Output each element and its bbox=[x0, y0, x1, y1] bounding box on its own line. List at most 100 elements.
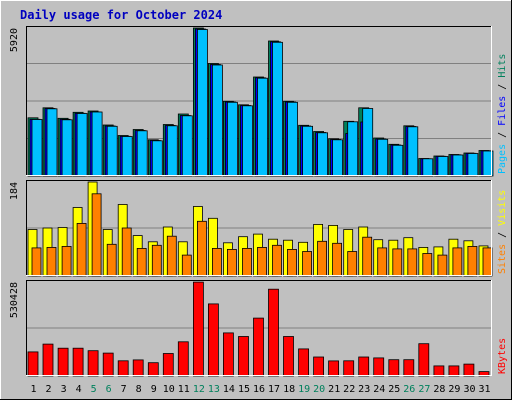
top-bar-pages-day-11 bbox=[181, 115, 193, 177]
bottom-bar-kbytes-day-25 bbox=[388, 359, 400, 377]
bottom-bar-kbytes-day-27 bbox=[418, 343, 430, 377]
x-tick-label-day-19: 19 bbox=[298, 384, 310, 395]
bottom-bar-kbytes-day-23 bbox=[358, 356, 370, 377]
top-bar-pages-day-1 bbox=[31, 119, 43, 177]
middle-bar-sites-day-27 bbox=[422, 253, 433, 277]
x-tick-label-day-6: 6 bbox=[106, 384, 112, 395]
bottom-bar-kbytes-day-5 bbox=[87, 350, 99, 377]
top-bar-pages-day-6 bbox=[106, 125, 118, 177]
legend-sites: Sites bbox=[497, 244, 508, 274]
middle-bar-sites-day-21 bbox=[332, 242, 343, 277]
middle-bar-sites-day-26 bbox=[407, 248, 418, 277]
x-tick-label-day-3: 3 bbox=[61, 384, 67, 395]
top-bar-pages-day-23 bbox=[362, 108, 374, 177]
legend-files: Files bbox=[497, 96, 508, 126]
x-tick-label-day-22: 22 bbox=[343, 384, 355, 395]
middle-bar-sites-day-22 bbox=[347, 251, 358, 277]
x-tick-label-day-2: 2 bbox=[45, 384, 51, 395]
x-tick-label-day-14: 14 bbox=[223, 384, 235, 395]
top-bar-pages-day-12 bbox=[196, 29, 208, 177]
middle-bar-sites-day-1 bbox=[31, 247, 42, 277]
x-tick-label-day-12: 12 bbox=[193, 384, 205, 395]
bottom-bar-kbytes-day-30 bbox=[463, 363, 475, 377]
middle-bar-sites-day-15 bbox=[242, 247, 252, 277]
bottom-bar-kbytes-day-29 bbox=[448, 365, 460, 377]
middle-bar-sites-day-28 bbox=[437, 254, 448, 277]
legend-hits: Hits bbox=[497, 54, 508, 78]
x-tick-label-day-20: 20 bbox=[313, 384, 325, 395]
bottom-bar-kbytes-day-13 bbox=[207, 303, 219, 377]
middle-bar-sites-day-10 bbox=[166, 235, 177, 277]
top-bar-pages-day-5 bbox=[91, 111, 103, 177]
middle-bar-sites-day-19 bbox=[302, 251, 313, 277]
middle-bar-sites-day-3 bbox=[61, 245, 72, 277]
middle-bar-sites-day-7 bbox=[121, 227, 132, 277]
middle-bar-sites-day-5 bbox=[91, 193, 102, 277]
x-tick-label-day-13: 13 bbox=[208, 384, 220, 395]
bottom-bar-kbytes-day-6 bbox=[102, 352, 114, 377]
x-tick-label-day-21: 21 bbox=[328, 384, 340, 395]
bottom-bar-kbytes-day-21 bbox=[328, 360, 340, 377]
bottom-bar-kbytes-day-22 bbox=[343, 360, 355, 377]
x-tick-label-day-28: 28 bbox=[433, 384, 445, 395]
top-bar-pages-day-2 bbox=[46, 108, 58, 177]
middle-bar-sites-day-17 bbox=[272, 244, 282, 277]
bottom-bar-kbytes-day-11 bbox=[177, 341, 189, 377]
bottom-bar-kbytes-day-9 bbox=[147, 362, 159, 377]
bottom-bar-kbytes-day-17 bbox=[268, 288, 279, 377]
middle-bar-sites-day-30 bbox=[467, 245, 478, 277]
top-bar-pages-day-26 bbox=[407, 126, 419, 177]
legend-kbytes: KBytes bbox=[497, 338, 508, 374]
bottom-bar-kbytes-day-2 bbox=[42, 343, 54, 377]
middle-bar-sites-day-12 bbox=[196, 220, 207, 277]
x-tick-label-day-8: 8 bbox=[136, 384, 142, 395]
middle-bar-sites-day-16 bbox=[257, 246, 267, 277]
middle-bar-sites-day-31 bbox=[482, 247, 493, 277]
x-tick-label-day-11: 11 bbox=[178, 384, 190, 395]
legend-separator: / bbox=[497, 226, 508, 244]
legend-separator: / bbox=[497, 78, 508, 96]
middle-panel-legend: Sites / Visits bbox=[497, 190, 508, 274]
bottom-bar-kbytes-day-3 bbox=[57, 347, 69, 377]
bottom-bar-kbytes-day-19 bbox=[298, 348, 310, 377]
x-tick-label-day-15: 15 bbox=[238, 384, 250, 395]
legend-separator: / bbox=[497, 126, 508, 144]
top-bar-pages-day-17 bbox=[272, 41, 283, 177]
x-tick-label-day-24: 24 bbox=[373, 384, 385, 395]
top-bar-pages-day-21 bbox=[332, 139, 344, 177]
bottom-bar-kbytes-day-15 bbox=[238, 336, 249, 377]
middle-bar-sites-day-20 bbox=[317, 240, 328, 277]
x-tick-label-day-5: 5 bbox=[91, 384, 97, 395]
bottom-bar-kbytes-day-14 bbox=[222, 332, 234, 377]
top-panel-legend: Pages / Files / Hits bbox=[497, 54, 508, 174]
x-tick-label-day-4: 4 bbox=[76, 384, 82, 395]
middle-bar-sites-day-4 bbox=[76, 222, 87, 277]
legend-pages: Pages bbox=[497, 144, 508, 174]
bottom-bar-kbytes-day-28 bbox=[433, 365, 445, 377]
bottom-bar-kbytes-day-26 bbox=[403, 359, 415, 377]
x-tick-label-day-10: 10 bbox=[163, 384, 175, 395]
bottom-bar-kbytes-day-16 bbox=[253, 317, 264, 377]
top-bar-pages-day-29 bbox=[452, 154, 464, 177]
x-tick-label-day-7: 7 bbox=[121, 384, 127, 395]
bottom-bar-kbytes-day-20 bbox=[313, 356, 325, 377]
top-bar-pages-day-30 bbox=[467, 153, 479, 177]
x-tick-label-day-30: 30 bbox=[463, 384, 475, 395]
top-bar-pages-day-4 bbox=[76, 113, 88, 177]
middle-bar-sites-day-24 bbox=[377, 247, 388, 277]
bottom-bar-kbytes-day-8 bbox=[132, 359, 144, 377]
bottom-panel-max-label: 530428 bbox=[9, 282, 20, 318]
top-bar-pages-day-19 bbox=[302, 125, 314, 177]
x-tick-label-day-29: 29 bbox=[448, 384, 460, 395]
x-tick-label-day-1: 1 bbox=[30, 384, 36, 395]
middle-bar-sites-day-6 bbox=[106, 243, 117, 277]
top-bar-pages-day-14 bbox=[226, 101, 238, 177]
middle-bar-sites-day-14 bbox=[226, 248, 237, 277]
bottom-bar-kbytes-day-12 bbox=[192, 281, 204, 377]
top-bar-pages-day-22 bbox=[347, 121, 359, 177]
middle-bar-sites-day-13 bbox=[211, 247, 222, 277]
top-bar-pages-day-28 bbox=[437, 156, 449, 177]
bottom-bar-kbytes-day-24 bbox=[373, 357, 385, 377]
